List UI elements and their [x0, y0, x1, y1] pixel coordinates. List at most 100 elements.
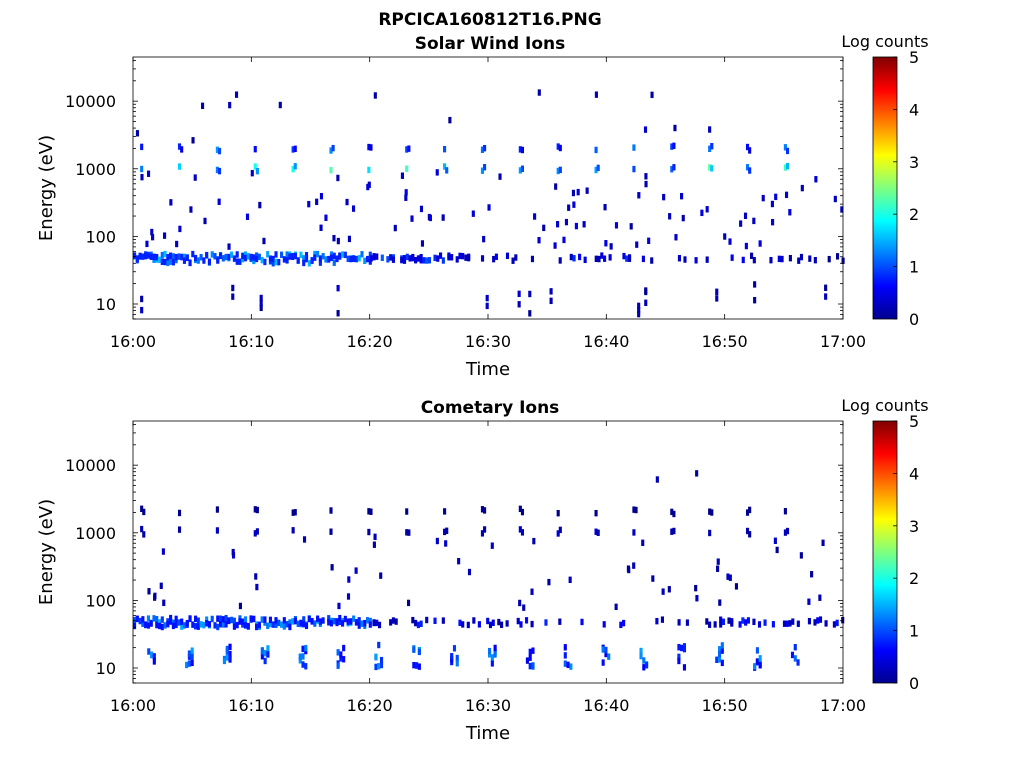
spectrogram-cell	[758, 240, 762, 247]
spectrogram-cell	[412, 646, 416, 653]
spectrogram-cell	[210, 615, 214, 623]
spectrogram-cell	[783, 164, 787, 171]
spectrogram-cell	[327, 619, 331, 626]
spectrogram-cell	[436, 255, 440, 262]
spectrogram-cell	[531, 647, 535, 654]
y-tick-label: 1000	[75, 524, 116, 543]
spectrogram-cell	[235, 621, 239, 629]
spectrogram-cell	[318, 618, 322, 625]
spectrogram-cell	[796, 659, 800, 666]
spectrogram-cell	[622, 252, 626, 260]
spectrogram-cell	[622, 619, 626, 627]
spectrogram-cell	[821, 539, 825, 546]
spectrogram-cell	[194, 615, 198, 623]
spectrogram-cell	[327, 256, 331, 263]
spectrogram-cell	[301, 645, 305, 653]
spectrogram-cell	[514, 254, 518, 261]
spectrogram-cell	[614, 603, 618, 611]
spectrogram-cell	[360, 620, 364, 627]
spectrogram-cell	[528, 648, 532, 656]
spectrogram-cell	[357, 622, 361, 629]
spectrogram-cell	[159, 582, 163, 590]
spectrogram-cell	[578, 253, 582, 261]
spectrogram-cell	[425, 616, 429, 624]
x-tick-label: 17:00	[820, 332, 866, 351]
spectrogram-cell	[728, 574, 732, 581]
spectrogram-cell	[752, 618, 756, 626]
panel-title: Cometary Ions	[421, 398, 560, 418]
spectrogram-cell	[216, 257, 220, 264]
spectrogram-cell	[743, 212, 748, 220]
spectrogram-cell	[472, 617, 476, 624]
spectrogram-cell	[420, 240, 425, 247]
spectrogram-cell	[480, 506, 485, 513]
spectrogram-cell	[232, 623, 236, 630]
spectrogram-cell	[310, 618, 314, 625]
spectrogram-cell	[404, 189, 408, 196]
spectrogram-cell	[313, 254, 317, 261]
spectrogram-cell	[227, 253, 231, 261]
spectrogram-cell	[411, 616, 415, 624]
spectrogram-cell	[793, 655, 797, 662]
spectrogram-cell	[680, 192, 684, 200]
spectrogram-cell	[482, 235, 486, 243]
spectrogram-cell	[252, 615, 256, 623]
spectrogram-cell	[549, 297, 553, 305]
spectrogram-cell	[461, 252, 465, 260]
spectrogram-cell	[255, 506, 259, 514]
spectrogram-cell	[217, 198, 221, 205]
spectrogram-cell	[498, 173, 502, 180]
spectrogram-cell	[793, 644, 797, 651]
spectrogram-cell	[596, 164, 600, 172]
spectrogram-cell	[147, 648, 151, 655]
spectrogram-cell	[405, 146, 409, 153]
spectrogram-cell	[374, 653, 378, 661]
x-tick-label: 16:20	[347, 332, 393, 351]
spectrogram-cell	[268, 620, 273, 628]
spectrogram-cell	[483, 526, 487, 533]
x-axis-label: Time	[465, 359, 510, 380]
spectrogram-cell	[455, 256, 459, 263]
spectrogram-cell	[723, 233, 727, 240]
spectrogram-cell	[445, 527, 449, 534]
spectrogram-cell	[641, 539, 645, 546]
spectrogram-cell	[253, 163, 257, 170]
spectrogram-cell	[201, 102, 205, 110]
spectrogram-cell	[224, 253, 228, 261]
spectrogram-cell	[563, 644, 567, 651]
spectrogram-cell	[576, 188, 580, 196]
spectrogram-cell	[263, 616, 267, 623]
spectrogram-cell	[341, 251, 345, 258]
colorbar: Log counts 0 1 2 3 4 5	[841, 32, 928, 329]
spectrogram-cell	[752, 256, 756, 264]
spectrogram-cell	[380, 254, 384, 261]
y-tick-label: 10000	[65, 456, 116, 475]
spectrogram-cell	[238, 602, 242, 610]
spectrogram-cell	[415, 662, 419, 669]
spectrogram-cell	[485, 302, 489, 310]
spectrogram-cell	[677, 644, 681, 651]
spectrogram-cell	[293, 252, 297, 260]
spectrogram-cell	[169, 614, 173, 622]
spectrogram-cell	[708, 126, 712, 133]
spectrogram-cell	[715, 295, 719, 302]
spectrogram-cell	[677, 657, 681, 665]
spectrogram-cell	[824, 284, 828, 291]
spectrogram-cell	[525, 657, 529, 664]
spectrogram-cell	[374, 663, 378, 671]
spectrogram-cell	[674, 234, 678, 241]
spectrogram-cell	[285, 251, 289, 258]
spectrogram-cell	[627, 566, 631, 574]
colorbar-label: Log counts	[841, 32, 928, 51]
colorbar-tick-label: 1	[909, 258, 919, 277]
spectrogram-cell	[594, 255, 598, 263]
spectrogram-cell	[166, 254, 170, 261]
spectrogram-cell	[531, 662, 535, 669]
spectrogram-cell	[516, 617, 520, 625]
spectrogram-cell	[635, 241, 639, 248]
spectrogram-cell	[140, 505, 144, 512]
spectrogram-cell	[708, 529, 712, 537]
spectrogram-cell	[149, 253, 153, 260]
spectrogram-cell	[816, 617, 820, 624]
